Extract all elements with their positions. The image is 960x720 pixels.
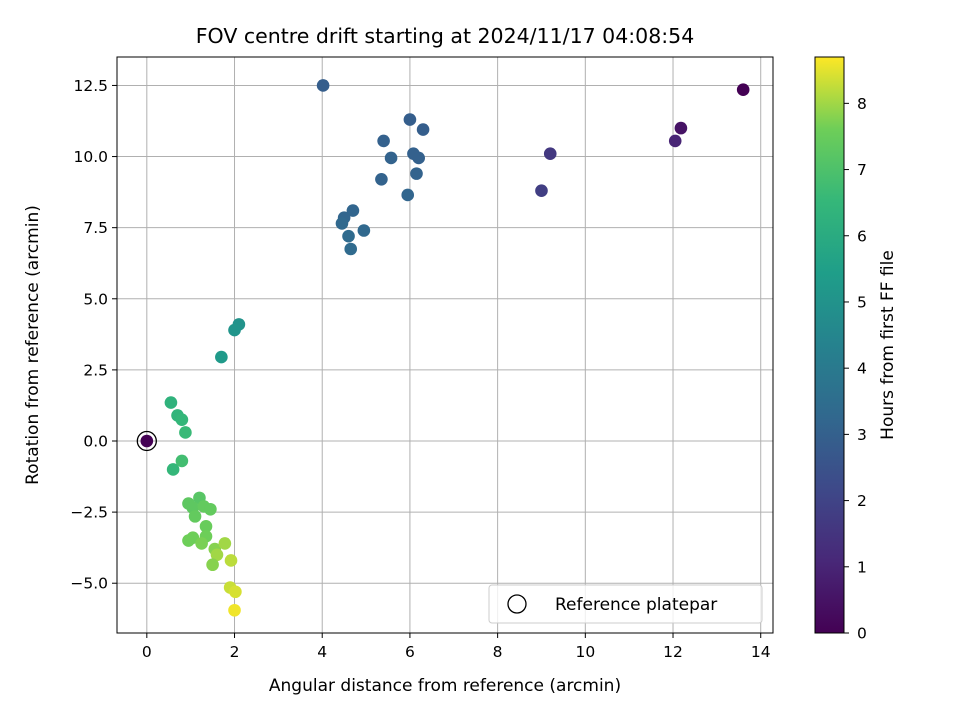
y-tick-label: 7.5 [83, 219, 108, 237]
data-point [384, 151, 398, 165]
colorbar-tick-label: 8 [857, 95, 867, 113]
x-axis-ticks: 0 2 4 6 8 10 12 14 [142, 633, 771, 661]
data-point [668, 134, 682, 148]
data-point [357, 224, 371, 237]
y-tick-label: −5.0 [70, 575, 108, 593]
data-point [401, 188, 415, 202]
colorbar-label: Hours from first FF file [878, 250, 898, 440]
data-point [316, 79, 330, 92]
colorbar-tick-label: 7 [857, 161, 867, 179]
x-tick-label: 4 [317, 643, 327, 661]
y-tick-label: 2.5 [83, 361, 108, 379]
data-point [736, 83, 750, 97]
reference-point-fill [140, 434, 154, 448]
reference-marker [136, 430, 157, 452]
data-point [375, 173, 388, 186]
y-axis-label: Rotation from reference (arcmin) [23, 205, 43, 485]
data-point [342, 229, 355, 243]
data-point [182, 534, 195, 547]
colorbar-tick-label: 2 [857, 492, 867, 510]
colorbar-tick-label: 0 [857, 625, 867, 643]
legend: Reference platepar [488, 584, 763, 624]
legend-reference-marker [507, 594, 527, 614]
legend-entry-label: Reference platepar [555, 595, 717, 615]
x-tick-label: 6 [405, 643, 415, 661]
x-tick-label: 0 [142, 643, 152, 661]
data-point [199, 520, 213, 533]
data-point [412, 151, 425, 165]
plot-frame [116, 56, 774, 634]
x-tick-label: 10 [575, 643, 595, 661]
data-point [543, 147, 557, 161]
y-tick-label: 0.0 [83, 433, 108, 451]
x-tick-label: 14 [751, 643, 771, 661]
data-point [195, 537, 208, 550]
data-point [674, 121, 688, 135]
y-tick-label: −2.5 [70, 504, 108, 522]
y-axis-ticks: −5.0 −2.5 0.0 2.5 5.0 7.5 10.0 12.5 [70, 77, 117, 593]
data-point [179, 426, 192, 439]
data-point [188, 510, 202, 523]
x-tick-label: 2 [230, 643, 240, 661]
colorbar-tick-label: 5 [857, 293, 867, 311]
data-points [164, 79, 750, 617]
colorbar-ticks: 0 1 2 3 4 5 6 7 8 [844, 95, 867, 643]
colorbar-gradient [814, 56, 845, 634]
data-point [416, 123, 430, 136]
data-point [377, 134, 390, 148]
colorbar-tick-label: 3 [857, 426, 867, 444]
reference-point-ring [136, 430, 157, 452]
colorbar-tick-label: 6 [857, 227, 867, 245]
data-point [535, 184, 548, 197]
grid-lines [117, 57, 773, 633]
data-point [335, 217, 349, 230]
data-point [175, 413, 189, 426]
data-point [166, 463, 180, 476]
data-point [344, 242, 358, 256]
legend-frame [488, 584, 763, 624]
data-point [224, 554, 238, 567]
x-axis-label: Angular distance from reference (arcmin) [269, 676, 621, 696]
data-point [210, 548, 224, 562]
data-point [346, 204, 360, 217]
colorbar-tick-label: 4 [857, 360, 867, 378]
data-point [403, 113, 417, 126]
y-tick-label: 10.0 [73, 148, 108, 166]
x-tick-label: 12 [663, 643, 683, 661]
data-point [229, 585, 242, 599]
y-tick-label: 12.5 [73, 77, 108, 95]
data-point [410, 167, 423, 180]
data-point [164, 396, 178, 409]
colorbar: 0 1 2 3 4 5 6 7 8 Hours from first FF file [814, 56, 898, 643]
x-tick-label: 8 [493, 643, 503, 661]
colorbar-tick-label: 1 [857, 558, 867, 576]
data-point [218, 537, 232, 550]
data-point [215, 350, 228, 364]
data-point [228, 603, 241, 617]
y-tick-label: 5.0 [83, 290, 108, 308]
data-point [206, 558, 219, 572]
data-point [204, 502, 217, 516]
data-point [228, 323, 241, 337]
data-point [175, 454, 189, 468]
chart-title: FOV centre drift starting at 2024/11/17 … [196, 24, 695, 48]
